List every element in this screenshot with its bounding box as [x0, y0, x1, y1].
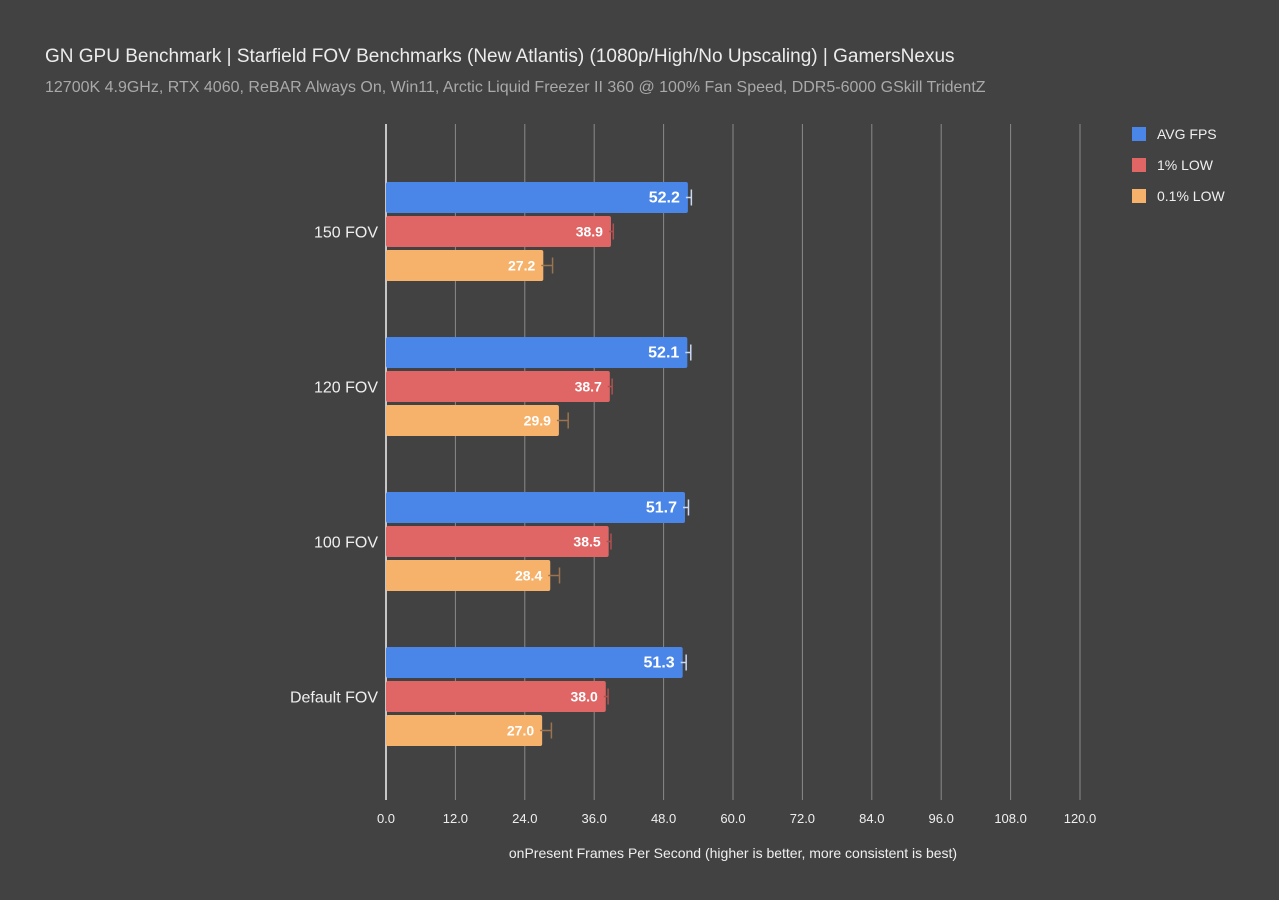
data-label: 27.0: [507, 723, 534, 739]
bars: 52.2 38.9 27.2 52.1 38.7 29.9 51.7 38.5 28.4 51.3…: [386, 182, 693, 746]
bar-1-low: [386, 371, 610, 402]
data-label: 38.7: [575, 379, 602, 395]
bar-0-1-low: [386, 405, 559, 436]
data-label: 29.9: [524, 413, 551, 429]
category-label: 100 FOV: [314, 535, 378, 552]
category-label: 120 FOV: [314, 380, 378, 397]
x-tick-label: 24.0: [512, 811, 537, 826]
category-label: 150 FOV: [314, 225, 378, 242]
chart-title: GN GPU Benchmark | Starfield FOV Benchma…: [45, 46, 955, 67]
data-label: 38.5: [573, 534, 600, 550]
legend-swatch: [1132, 189, 1146, 203]
bar-1-low: [386, 681, 606, 712]
bar-avg-fps: [386, 182, 688, 213]
x-tick-label: 0.0: [377, 811, 395, 826]
x-tick-label: 48.0: [651, 811, 676, 826]
data-label: 38.9: [576, 224, 603, 240]
x-tick-label: 96.0: [929, 811, 954, 826]
x-tick-label: 12.0: [443, 811, 468, 826]
x-tick-label: 120.0: [1064, 811, 1097, 826]
bar-0-1-low: [386, 560, 551, 591]
legend-label: 1% LOW: [1157, 157, 1214, 173]
bar-avg-fps: [386, 492, 685, 523]
data-label: 38.0: [571, 689, 598, 705]
data-label: 28.4: [515, 568, 542, 584]
legend: AVG FPS 1% LOW 0.1% LOW: [1132, 126, 1225, 204]
category-label: Default FOV: [290, 690, 378, 707]
bar-1-low: [386, 216, 611, 247]
legend-swatch: [1132, 127, 1146, 141]
bar-1-low: [386, 526, 609, 557]
legend-swatch: [1132, 158, 1146, 172]
x-tick-labels: 0.0 12.0 24.0 36.0 48.0 60.0 72.0 84.0 96.0 108.0…: [377, 811, 1096, 826]
bar-avg-fps: [386, 337, 688, 368]
legend-label: AVG FPS: [1157, 126, 1217, 142]
data-label: 27.2: [508, 258, 535, 274]
data-label: 51.7: [646, 500, 677, 517]
bar-0-1-low: [386, 250, 544, 281]
x-tick-label: 60.0: [720, 811, 745, 826]
bar-0-1-low: [386, 715, 543, 746]
legend-label: 0.1% LOW: [1157, 188, 1225, 204]
chart-subtitle: 12700K 4.9GHz, RTX 4060, ReBAR Always On…: [45, 79, 986, 96]
x-tick-label: 36.0: [582, 811, 607, 826]
category-labels: 150 FOV 120 FOV 100 FOV Default FOV: [290, 225, 378, 707]
bar-avg-fps: [386, 647, 683, 678]
data-label: 52.2: [649, 190, 680, 207]
x-axis-title: onPresent Frames Per Second (higher is b…: [509, 845, 957, 861]
data-label: 52.1: [648, 345, 679, 362]
x-tick-label: 108.0: [994, 811, 1027, 826]
data-label: 51.3: [644, 655, 675, 672]
x-tick-label: 84.0: [859, 811, 884, 826]
x-tick-label: 72.0: [790, 811, 815, 826]
